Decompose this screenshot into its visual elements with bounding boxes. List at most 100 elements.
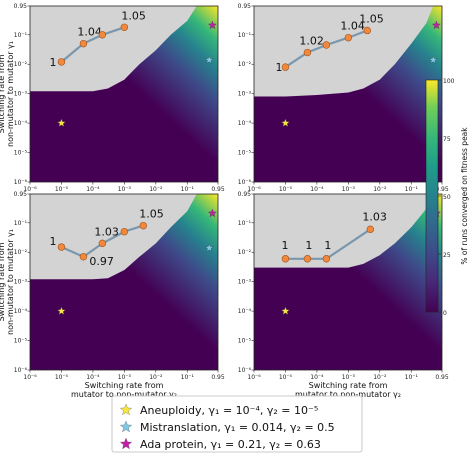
data-label: 1 [305, 239, 312, 252]
marker-ada-protein-star [208, 20, 217, 30]
data-label: 1.05 [139, 208, 164, 221]
x-axis-label-line1: Switching rate from [309, 381, 388, 390]
legend-box [111, 395, 363, 453]
data-label: 1.04 [77, 26, 102, 39]
x-tick-label: 10⁻⁴ [310, 374, 324, 381]
data-label: 1.05 [121, 9, 146, 22]
y-tick-label: 0.95 [238, 191, 252, 198]
y-tick-label: 10⁻⁵ [238, 338, 252, 345]
data-label: 1.02 [299, 35, 324, 48]
x-tick-label: 10⁻⁴ [310, 186, 324, 193]
y-tick-label: 10⁻⁴ [238, 120, 252, 127]
y-tick-label: 10⁻³ [238, 91, 252, 98]
legend-star-icon [119, 437, 133, 450]
y-axis-label: Switching rate fromnon-mutator to mutato… [0, 41, 15, 147]
data-label: 1 [275, 61, 282, 74]
x-tick-label: 10⁻³ [342, 374, 356, 381]
colorbar: 0 25 50 75 100 % of runs converged on fitness… [425, 78, 469, 317]
x-tick-label: 10⁻⁵ [279, 374, 293, 381]
y-tick-label: 10⁻⁴ [238, 308, 252, 315]
data-label: 1 [49, 235, 56, 248]
y-tick-label: 10⁻⁵ [14, 338, 28, 345]
legend-star-icon [119, 420, 133, 433]
data-label: 1 [281, 239, 288, 252]
data-point [98, 31, 107, 39]
data-point [281, 63, 290, 71]
panels: 10⁻⁶ 10⁻⁵ 10⁻⁴ 10⁻³ 10⁻² 10⁻¹ 0.95 0.95 10⁻¹ 10⁻²… [0, 3, 449, 399]
panel-frame [29, 193, 219, 371]
x-tick-label: 10⁻⁴ [86, 186, 100, 193]
x-tick-label: 10⁻¹ [181, 374, 195, 381]
x-axis-label-line1: Switching rate from [85, 381, 164, 390]
x-tick-label: 10⁻² [373, 186, 387, 193]
data-point [303, 48, 312, 57]
marker-mistranslation-star [428, 55, 438, 64]
x-tick-label: 10⁻² [149, 374, 163, 381]
y-tick-label: 10⁻⁶ [238, 367, 252, 374]
y-tick-label: 10⁻² [238, 61, 252, 68]
y-tick-label: 10⁻⁵ [238, 150, 252, 157]
data-point [303, 255, 312, 263]
panel-top-right: 10⁻⁶ 10⁻⁵ 10⁻⁴ 10⁻³ 10⁻² 10⁻¹ 0.95 0.95 10⁻¹ 10⁻²… [238, 3, 449, 193]
panel-top-left: 10⁻⁶ 10⁻⁵ 10⁻⁴ 10⁻³ 10⁻² 10⁻¹ 0.95 0.95 10⁻¹ 10⁻²… [0, 3, 225, 193]
y-tick-label: 10⁻⁵ [14, 150, 28, 157]
y-tick-label: 0.95 [14, 191, 28, 198]
x-tick-label: 10⁻³ [118, 374, 132, 381]
x-tick-label: 10⁻⁶ [247, 186, 261, 193]
data-point [322, 255, 331, 263]
data-label: 0.97 [89, 255, 114, 268]
y-tick-label: 10⁻⁶ [238, 179, 252, 186]
unconverged-region [254, 6, 434, 97]
colorbar-tick-label: 75 [443, 136, 451, 143]
marker-ada-protein-star [432, 20, 441, 30]
x-tick-label: 10⁻¹ [181, 186, 195, 193]
x-tick-label: 10⁻⁶ [23, 374, 37, 381]
colorbar-tick-label: 25 [443, 252, 451, 259]
colorbar-label: % of runs converged on fitness peak [460, 127, 469, 265]
x-tick-label: 10⁻² [149, 186, 163, 193]
colorbar-tick-label: 0 [443, 310, 447, 317]
y-tick-label: 10⁻³ [238, 279, 252, 286]
colorbar-gradient [425, 79, 439, 313]
data-point [322, 41, 331, 49]
legend-entry-label: Aneuploidy, γ₁ = 10⁻⁴, γ₂ = 10⁻⁵ [140, 404, 318, 417]
data-point [79, 39, 88, 48]
unconverged-region [254, 194, 434, 268]
data-point [363, 26, 371, 35]
y-tick-label: 10⁻⁴ [14, 120, 28, 127]
y-tick-label: 10⁻⁴ [14, 308, 28, 315]
marker-mistranslation-star [204, 243, 214, 252]
colorbar-tick-label: 100 [443, 78, 455, 85]
series-line [285, 228, 371, 260]
marker-aneuploidy-star [57, 306, 66, 315]
panel-bottom-left: 10⁻⁶ 10⁻⁵ 10⁻⁴ 10⁻³ 10⁻² 10⁻¹ 0.95 0.95 10⁻¹ 10⁻²… [0, 191, 225, 399]
y-tick-label: 0.95 [238, 3, 252, 10]
unconverged-region [30, 6, 197, 92]
y-axis-label: Switching rate fromnon-mutator to mutato… [0, 229, 15, 335]
panel-frame [253, 193, 443, 371]
x-tick-label: 10⁻¹ [405, 186, 419, 193]
y-axis-label-line2: non-mutator to mutator γ₁ [6, 41, 15, 147]
x-tick-label: 10⁻⁶ [247, 374, 261, 381]
panel-frame [253, 5, 443, 183]
x-tick-label: 10⁻⁵ [55, 186, 69, 193]
panel-frame [29, 5, 219, 183]
x-axis-label-line2: mutator to non-mutator γ₂ [295, 390, 401, 399]
y-tick-label: 10⁻³ [14, 91, 28, 98]
y-axis-label-line2: non-mutator to mutator γ₁ [6, 229, 15, 335]
x-tick-label: 10⁻³ [342, 186, 356, 193]
x-axis-label-line2: mutator to non-mutator γ₂ [71, 390, 177, 399]
data-label: 1.03 [94, 225, 119, 238]
data-label: 1.03 [362, 210, 387, 223]
x-tick-label: 0.95 [435, 374, 449, 381]
legend: Aneuploidy, γ₁ = 10⁻⁴, γ₂ = 10⁻⁵ Mistrans… [111, 395, 363, 453]
x-tick-label: 0.95 [435, 186, 449, 193]
y-tick-label: 10⁻² [238, 249, 252, 256]
marker-aneuploidy-star [57, 118, 66, 127]
data-label: 1.05 [359, 12, 384, 25]
colorbar-tick-label: 50 [443, 194, 451, 201]
marker-aneuploidy-star [281, 118, 290, 127]
y-tick-label: 10⁻¹ [14, 220, 28, 227]
y-axis-label-line1: Switching rate from [0, 242, 6, 321]
